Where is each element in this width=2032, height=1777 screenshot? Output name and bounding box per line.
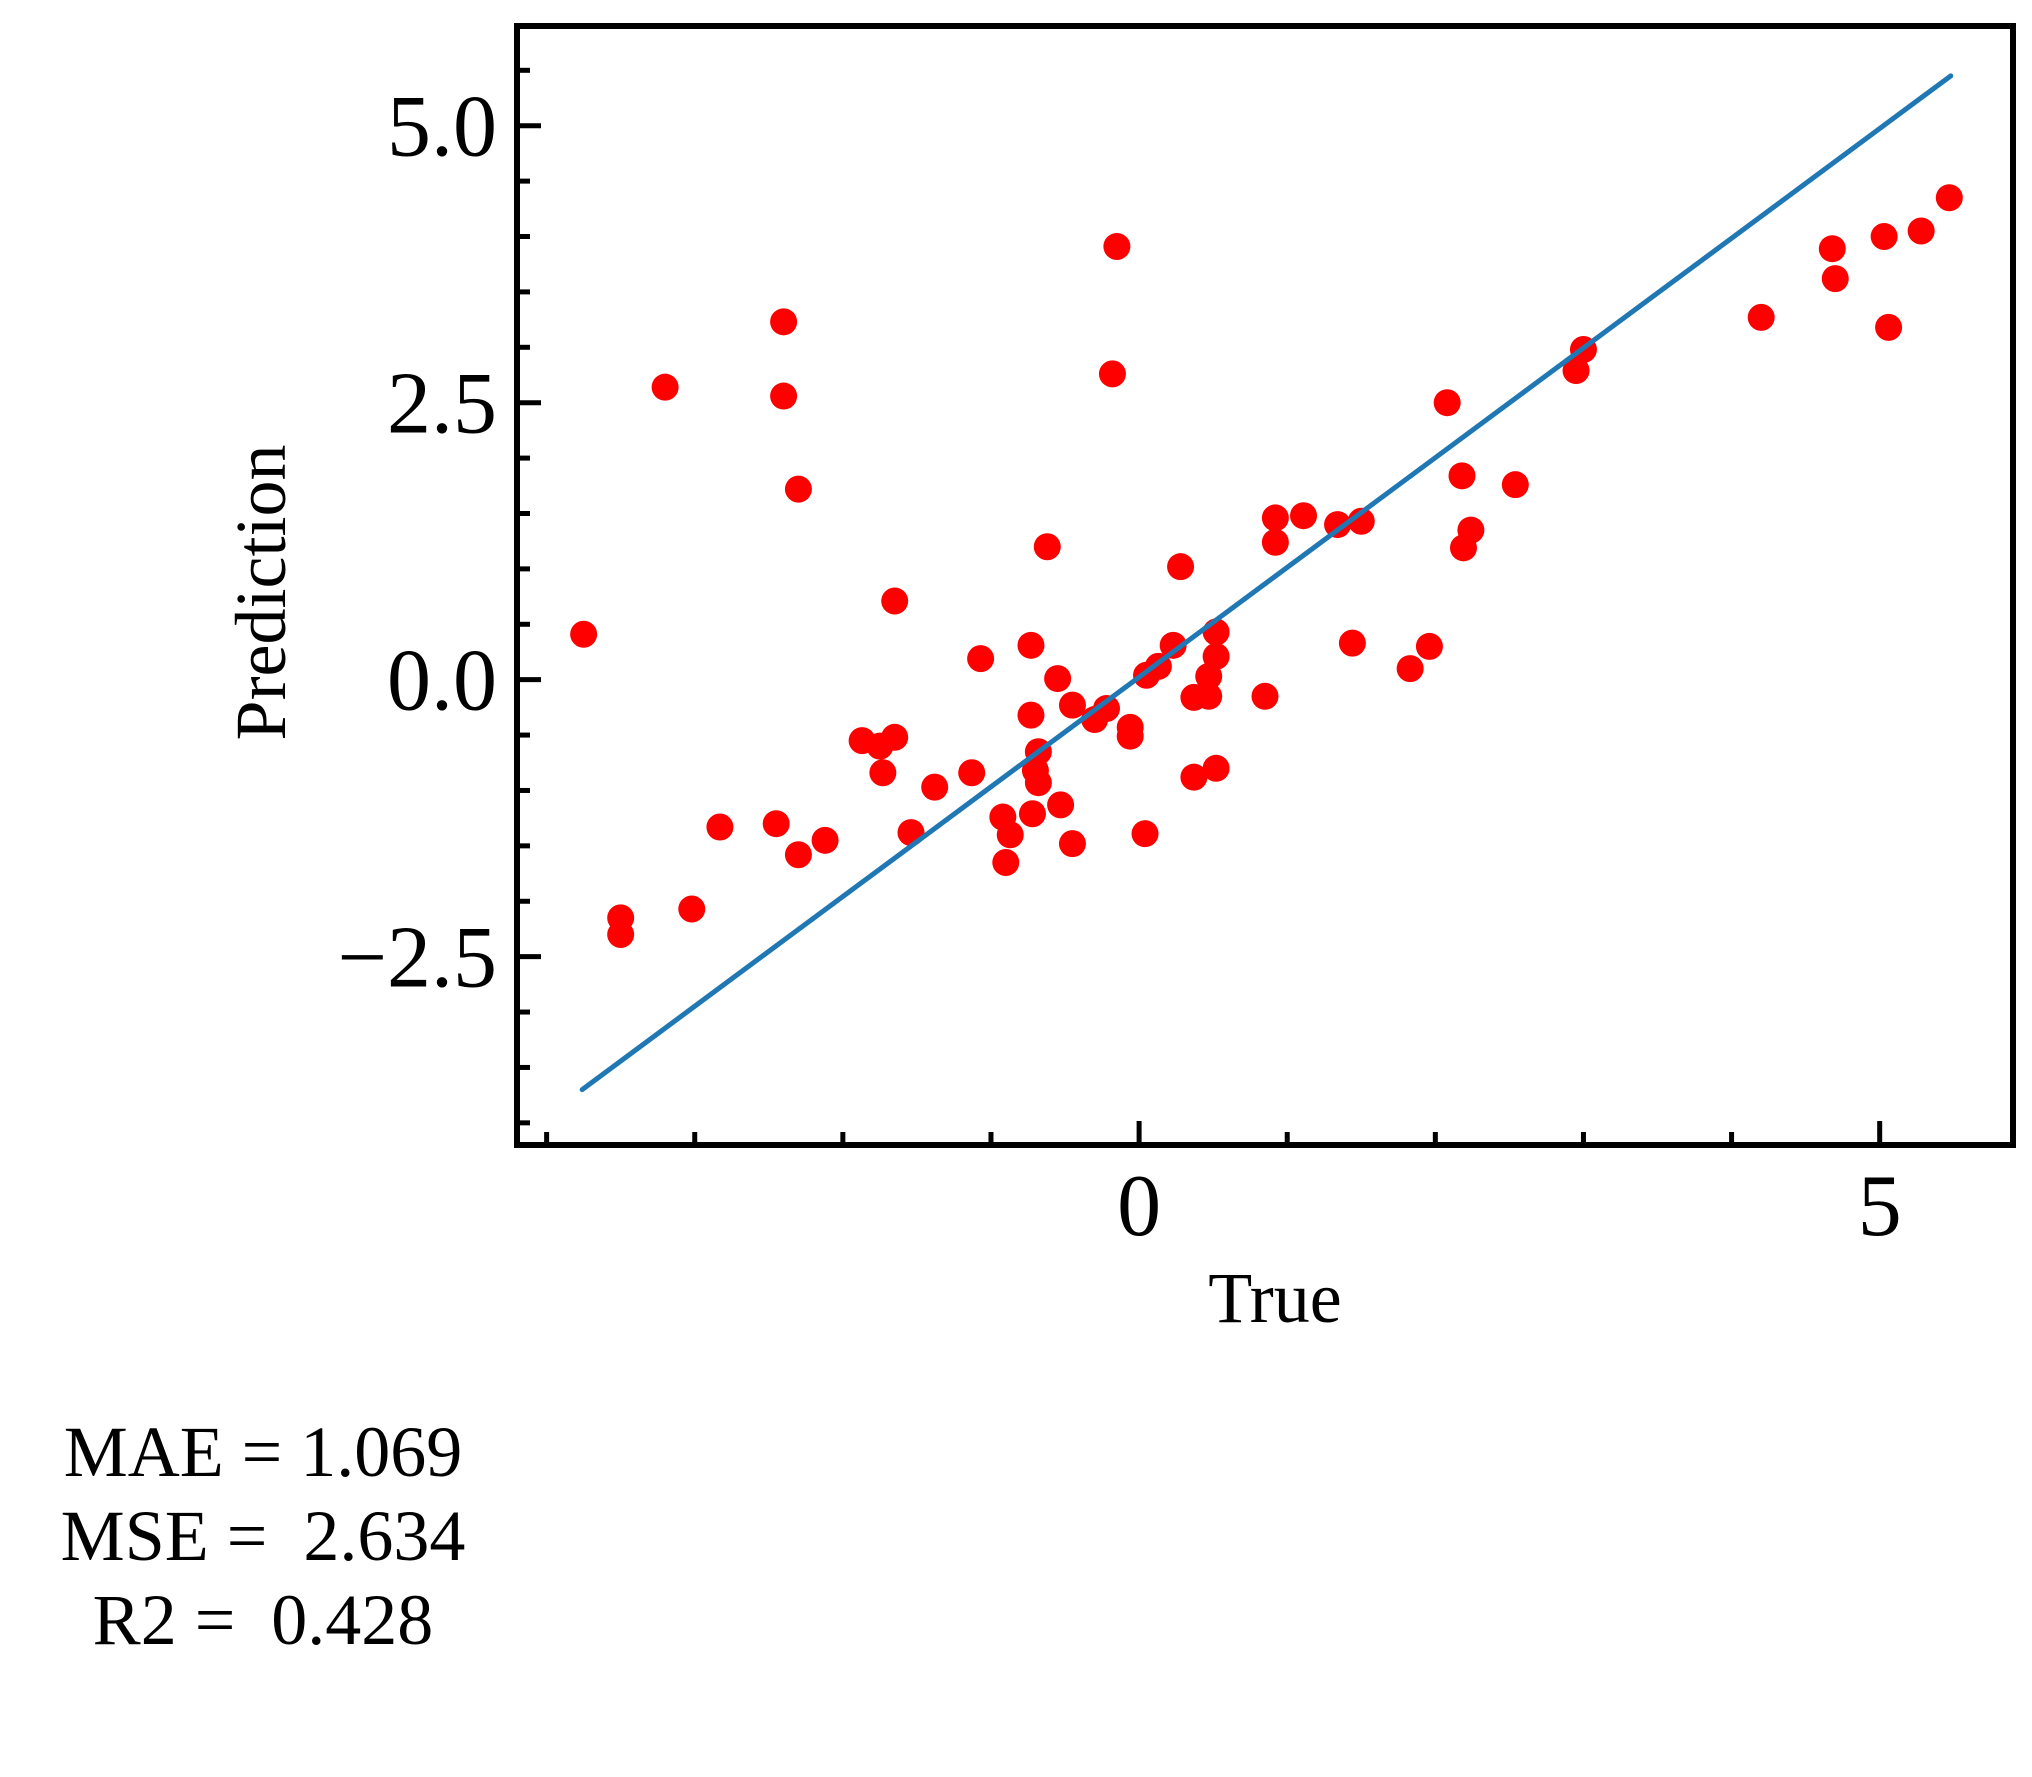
data-point (1261, 528, 1289, 556)
data-point (921, 773, 949, 801)
data-point (1870, 223, 1898, 251)
data-point (1047, 791, 1075, 819)
mae-metric: MAE = 1.069 (64, 1412, 463, 1492)
data-point (881, 587, 909, 615)
data-point (1103, 232, 1131, 260)
data-point (1167, 553, 1195, 581)
data-point (1116, 713, 1144, 741)
data-point (784, 475, 812, 503)
data-point (1251, 682, 1279, 710)
data-point (1448, 462, 1476, 490)
data-point (1018, 800, 1046, 828)
data-point (770, 308, 798, 336)
data-point (1033, 533, 1061, 561)
data-point (881, 723, 909, 751)
r2-metric: R2 = 0.428 (93, 1580, 434, 1660)
data-point (996, 821, 1024, 849)
data-point (678, 895, 706, 923)
data-point (1821, 265, 1849, 293)
data-point (1290, 502, 1318, 530)
data-point (762, 810, 790, 838)
data-point (1202, 754, 1230, 782)
data-point (1261, 504, 1289, 532)
data-point (1058, 830, 1086, 858)
data-point (1180, 763, 1208, 791)
data-point (811, 826, 839, 854)
data-point (1433, 389, 1461, 417)
data-point (1024, 769, 1052, 797)
tick-labels: −2.5 0.0 2.5 5.0 0 5 (337, 79, 1901, 1255)
y-tick-label: −2.5 (337, 910, 497, 1007)
y-axis-label: Prediction (221, 445, 301, 741)
y-tick-label: 2.5 (387, 356, 497, 453)
data-point (1202, 642, 1230, 670)
y-tick-label: 5.0 (387, 79, 497, 176)
data-point (869, 759, 897, 787)
major-ticks (517, 123, 1883, 1145)
data-point (770, 382, 798, 410)
data-point (1195, 682, 1223, 710)
x-axis-label: True (1208, 1258, 1341, 1338)
data-point (706, 813, 734, 841)
data-point (784, 841, 812, 869)
plot-frame (514, 23, 2016, 1148)
data-point (1058, 691, 1086, 719)
data-point (1324, 511, 1352, 539)
reference-line (579, 73, 1954, 1093)
data-point (1017, 701, 1045, 729)
x-tick-label: 0 (1117, 1158, 1161, 1255)
data-point (1501, 471, 1529, 499)
data-point (1875, 313, 1903, 341)
data-point (607, 920, 635, 948)
data-point (1093, 694, 1121, 722)
data-point (1396, 655, 1424, 683)
data-point (1098, 360, 1126, 388)
data-point (651, 373, 679, 401)
data-point (958, 759, 986, 787)
data-point (570, 620, 598, 648)
data-point (1044, 665, 1072, 693)
data-point (1338, 629, 1366, 657)
y-tick-label: 0.0 (387, 633, 497, 730)
data-point (1457, 516, 1485, 544)
data-point (1907, 217, 1935, 245)
data-point (992, 848, 1020, 876)
reference-line-layer (579, 73, 1954, 1093)
data-point (1935, 184, 1963, 212)
data-point (967, 645, 995, 673)
data-point (1159, 631, 1187, 659)
x-tick-label: 5 (1858, 1158, 1902, 1255)
mse-metric: MSE = 2.634 (61, 1496, 466, 1576)
data-point (1562, 357, 1590, 385)
data-point (1818, 235, 1846, 263)
data-point (1131, 820, 1159, 848)
data-points (570, 184, 1963, 948)
data-point (1415, 632, 1443, 660)
data-point (1017, 631, 1045, 659)
data-point (1747, 303, 1775, 331)
